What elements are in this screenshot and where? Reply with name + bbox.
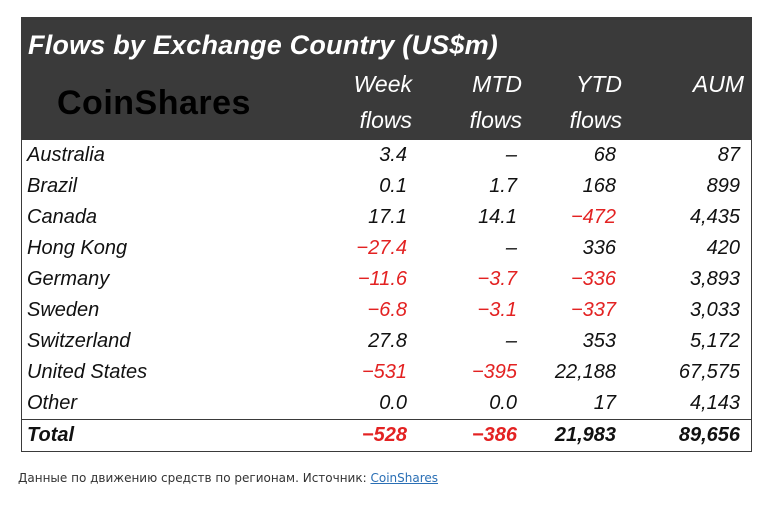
country-cell: Total (27, 424, 75, 446)
column-header-week: Week flows (353, 71, 412, 133)
mtd-cell: – (505, 330, 517, 352)
aum-cell: 3,893 (689, 268, 740, 290)
aum-cell: 3,033 (689, 299, 740, 321)
country-cell: United States (27, 361, 148, 383)
ytd-cell: −472 (570, 206, 616, 228)
country-cell: Canada (27, 206, 98, 228)
week-cell: 0.1 (379, 175, 407, 197)
country-cell: Brazil (27, 175, 78, 197)
column-header-aum: AUM (692, 71, 744, 97)
mtd-cell: −3.1 (477, 299, 517, 321)
table-row: Canada 17.1 14.1 −472 4,435 (22, 202, 751, 233)
table-title: Flows by Exchange Country (US$m) (28, 30, 498, 60)
aum-cell: 4,435 (689, 206, 740, 228)
week-cell: 27.8 (368, 330, 407, 352)
mtd-cell: – (505, 237, 517, 259)
week-cell: 17.1 (368, 206, 407, 228)
ytd-cell: −336 (570, 268, 616, 290)
aum-cell: 5,172 (689, 330, 740, 352)
ytd-cell: 336 (582, 237, 616, 259)
week-cell: 0.0 (379, 392, 407, 414)
ytd-cell: 17 (593, 392, 616, 414)
mtd-cell: 1.7 (489, 175, 517, 197)
week-cell: −11.6 (357, 268, 407, 290)
aum-cell: 87 (717, 144, 740, 166)
mtd-cell: – (505, 144, 517, 166)
country-cell: Hong Kong (27, 237, 128, 259)
country-cell: Australia (27, 144, 105, 166)
mtd-cell: 14.1 (478, 206, 517, 228)
week-cell: −531 (361, 361, 407, 383)
ytd-cell: 22,188 (554, 361, 616, 383)
table-row: Germany −11.6 −3.7 −336 3,893 (22, 264, 751, 295)
mtd-cell: −3.7 (477, 268, 517, 290)
ytd-cell: 68 (593, 144, 616, 166)
column-header-ytd: YTD flows (569, 71, 622, 133)
coinshares-logo: CoinShares (57, 84, 251, 122)
table-row: Other 0.0 0.0 17 4,143 (22, 388, 751, 419)
ytd-cell: 21,983 (554, 424, 616, 446)
table-row: Brazil 0.1 1.7 168 899 (22, 171, 751, 202)
flows-table: Flows by Exchange Country (US$m) CoinSha… (21, 17, 752, 452)
country-cell: Other (27, 392, 78, 414)
table-row: Hong Kong −27.4 – 336 420 (22, 233, 751, 264)
aum-cell: 67,575 (678, 361, 740, 383)
mtd-cell: −386 (471, 424, 517, 446)
country-cell: Sweden (27, 299, 100, 321)
mtd-cell: −395 (471, 361, 517, 383)
ytd-cell: 353 (582, 330, 616, 352)
caption-text: Данные по движению средств по регионам. … (18, 471, 371, 485)
country-cell: Switzerland (27, 330, 131, 352)
table-header: Flows by Exchange Country (US$m) CoinSha… (22, 18, 751, 140)
column-header-mtd: MTD flows (469, 71, 522, 133)
week-cell: −528 (361, 424, 407, 446)
total-row: Total −528 −386 21,983 89,656 (22, 419, 751, 451)
ytd-cell: −337 (570, 299, 616, 321)
table-row: United States −531 −395 22,188 67,575 (22, 357, 751, 388)
week-cell: −27.4 (356, 237, 407, 259)
week-cell: −6.8 (367, 299, 407, 321)
week-cell: 3.4 (379, 144, 407, 166)
caption: Данные по движению средств по регионам. … (18, 471, 438, 485)
source-link[interactable]: CoinShares (370, 471, 439, 485)
table-row: Sweden −6.8 −3.1 −337 3,033 (22, 295, 751, 326)
mtd-cell: 0.0 (489, 392, 517, 414)
aum-cell: 4,143 (689, 392, 740, 414)
aum-cell: 89,656 (678, 424, 740, 446)
aum-cell: 899 (706, 175, 740, 197)
ytd-cell: 168 (582, 175, 616, 197)
table-body: Australia 3.4 – 68 87 Brazil 0.1 1.7 168 899 Canad… (22, 140, 751, 451)
table-row: Australia 3.4 – 68 87 (22, 140, 751, 171)
table-row: Switzerland 27.8 – 353 5,172 (22, 326, 751, 357)
aum-cell: 420 (706, 237, 740, 259)
country-cell: Germany (27, 268, 110, 290)
